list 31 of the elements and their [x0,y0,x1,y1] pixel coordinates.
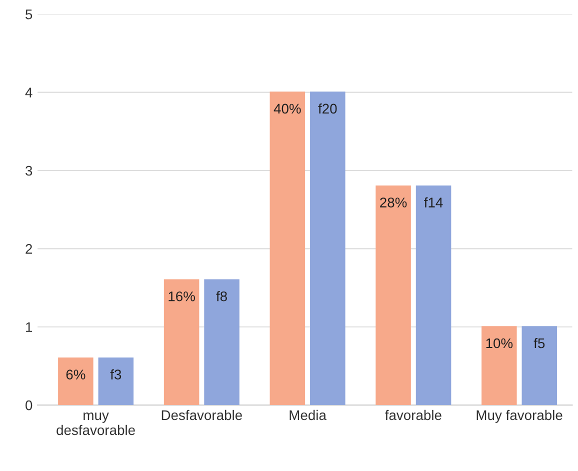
data-label: f14 [424,197,443,208]
bar [58,357,94,406]
x-tick-label: favorable [385,410,442,420]
data-label: f20 [318,103,337,114]
x-tick-label: Muy favorable [476,410,562,423]
data-label: f3 [110,369,122,380]
x-tick-label: Desfavorable [162,410,242,420]
annotation: 40% [274,104,301,114]
bar [98,357,134,406]
annotation: 16% [168,291,195,302]
y-tick-label: 0 [26,400,32,410]
x-tick-label: muy desfavorable [56,412,135,436]
y-tick-label: 4 [25,88,32,98]
data-label: f5 [534,338,545,348]
bar [416,185,452,406]
annotation: 10% [486,338,513,348]
y-tick-label: 1 [26,322,32,332]
x-tick-label: Media [290,410,326,420]
y-tick-label: 2 [26,244,32,254]
y-tick-label: 5 [26,10,32,20]
bar [204,279,240,406]
bar [522,326,558,406]
annotation: 28% [380,198,407,208]
bar [376,185,411,406]
y-tick-label: 3 [26,166,32,176]
data-label: f8 [216,291,227,302]
bar [270,92,306,406]
annotation: 6% [66,370,86,380]
bar [482,326,517,406]
bar [310,92,346,406]
bar [164,279,200,406]
